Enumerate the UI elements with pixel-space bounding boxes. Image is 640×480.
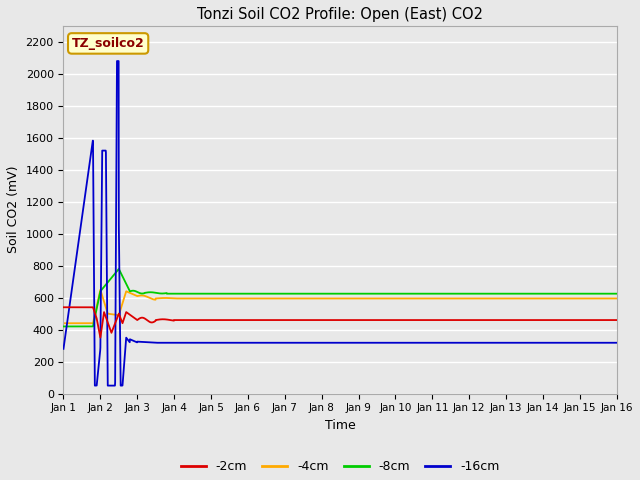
Y-axis label: Soil CO2 (mV): Soil CO2 (mV) [7,166,20,253]
X-axis label: Time: Time [324,419,355,432]
Legend: -2cm, -4cm, -8cm, -16cm: -2cm, -4cm, -8cm, -16cm [175,455,504,478]
Title: Tonzi Soil CO2 Profile: Open (East) CO2: Tonzi Soil CO2 Profile: Open (East) CO2 [197,7,483,22]
Text: TZ_soilco2: TZ_soilco2 [72,37,145,50]
